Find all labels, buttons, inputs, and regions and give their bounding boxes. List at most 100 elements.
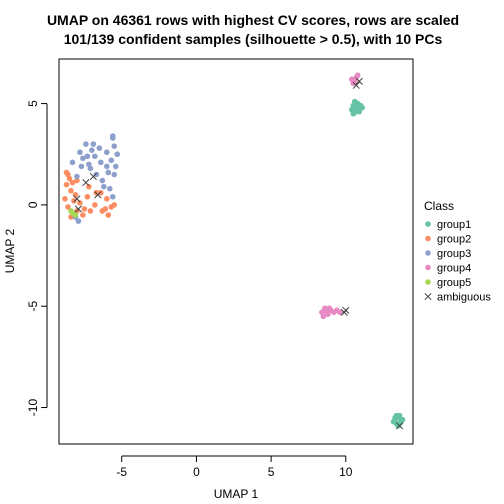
series-group5 — [68, 208, 79, 218]
point-group3 — [111, 143, 118, 149]
point-group3 — [96, 145, 103, 151]
legend-title: Class — [424, 199, 454, 213]
point-group2 — [71, 198, 77, 204]
legend: Class group1 group2 group3 group4 group5 ambi… — [424, 199, 491, 304]
point-ambiguous — [74, 205, 82, 213]
point-group3 — [114, 151, 121, 158]
point-group1 — [359, 104, 366, 111]
point-group1 — [351, 105, 358, 112]
point-group4 — [354, 72, 361, 79]
point-group2 — [103, 196, 110, 202]
point-ambiguous — [352, 81, 360, 89]
x-tick-label: 10 — [339, 465, 353, 479]
legend-label: group5 — [437, 277, 471, 289]
point-group3 — [103, 163, 110, 170]
plot-frame — [58, 58, 414, 445]
y-axis-label: UMAP 2 — [3, 228, 17, 273]
point-group3 — [75, 218, 82, 224]
point-group3 — [74, 173, 80, 180]
point-group3 — [109, 193, 116, 200]
y-tick-label: 0 — [26, 201, 40, 208]
legend-marker — [425, 250, 431, 256]
point-group2 — [74, 177, 80, 184]
point-group3 — [98, 159, 104, 166]
point-group3 — [77, 149, 83, 156]
point-group3 — [111, 171, 118, 178]
point-group3 — [80, 155, 86, 162]
point-group2 — [98, 189, 104, 196]
legend-item-group4: group4 — [425, 263, 471, 275]
legend-item-ambiguous: ambiguous — [424, 292, 491, 304]
point-group2 — [68, 187, 74, 194]
point-group2 — [84, 193, 91, 200]
x-tick-label: 5 — [268, 465, 275, 479]
point-group3 — [84, 153, 91, 160]
series-group1 — [348, 98, 406, 429]
legend-marker — [425, 221, 431, 227]
point-group3 — [78, 163, 85, 170]
point-group3 — [99, 177, 106, 184]
point-group3 — [105, 169, 112, 176]
legend-item-group1: group1 — [425, 219, 471, 231]
legend-label: group2 — [437, 234, 471, 246]
chart-title-line-1: UMAP on 46361 rows with highest CV score… — [47, 12, 459, 28]
series-group4 — [319, 72, 361, 320]
point-group3 — [106, 185, 113, 192]
point-group3 — [112, 163, 119, 170]
point-group2 — [69, 179, 76, 186]
point-group2 — [102, 206, 109, 212]
point-group3 — [103, 149, 110, 156]
point-group1 — [350, 110, 357, 117]
series-ambiguous — [73, 77, 404, 430]
point-group3 — [89, 147, 95, 153]
point-group4 — [348, 76, 355, 83]
data-points — [62, 72, 406, 430]
point-group3 — [90, 141, 97, 147]
point-ambiguous — [396, 422, 404, 430]
point-group1 — [396, 420, 403, 427]
point-group2 — [86, 183, 92, 190]
point-group3 — [87, 165, 94, 172]
point-group5 — [71, 211, 77, 217]
legend-item-group3: group3 — [425, 248, 471, 260]
point-group2 — [62, 196, 68, 202]
point-group4 — [337, 309, 343, 316]
point-group2 — [80, 212, 86, 218]
x-tick-label: 0 — [193, 465, 200, 479]
y-tick-label: -5 — [26, 301, 40, 312]
legend-label: group3 — [437, 248, 471, 260]
point-ambiguous — [73, 195, 81, 203]
legend-item-group2: group2 — [425, 234, 471, 246]
point-group2 — [65, 204, 71, 210]
x-axis: -5 0 5 10 — [116, 455, 353, 479]
x-tick-label: -5 — [116, 465, 127, 479]
point-ambiguous — [82, 179, 90, 187]
series-group3 — [69, 133, 121, 224]
point-group2 — [77, 200, 83, 206]
y-tick-label: -10 — [26, 399, 40, 417]
point-group3 — [101, 183, 107, 190]
point-ambiguous — [342, 306, 350, 314]
point-group2 — [111, 202, 118, 208]
legend-label: group4 — [437, 263, 471, 275]
point-group1 — [356, 108, 363, 115]
legend-marker — [425, 264, 431, 271]
legend-marker — [425, 279, 431, 285]
point-group1 — [399, 416, 406, 423]
point-ambiguous — [89, 172, 97, 181]
point-group1 — [392, 414, 398, 421]
legend-marker — [424, 292, 432, 301]
point-group3 — [92, 153, 98, 160]
point-group4 — [323, 308, 330, 315]
point-group3 — [69, 159, 76, 166]
point-group3 — [93, 171, 100, 178]
y-axis: -10 -5 0 5 — [26, 100, 48, 417]
chart-title-line-2: 101/139 confident samples (silhouette > … — [64, 31, 443, 47]
point-group2 — [105, 212, 112, 218]
point-group2 — [65, 171, 71, 178]
point-group3 — [109, 133, 116, 139]
legend-marker — [425, 235, 431, 242]
legend-label: ambiguous — [437, 292, 491, 304]
point-group4 — [320, 313, 327, 320]
